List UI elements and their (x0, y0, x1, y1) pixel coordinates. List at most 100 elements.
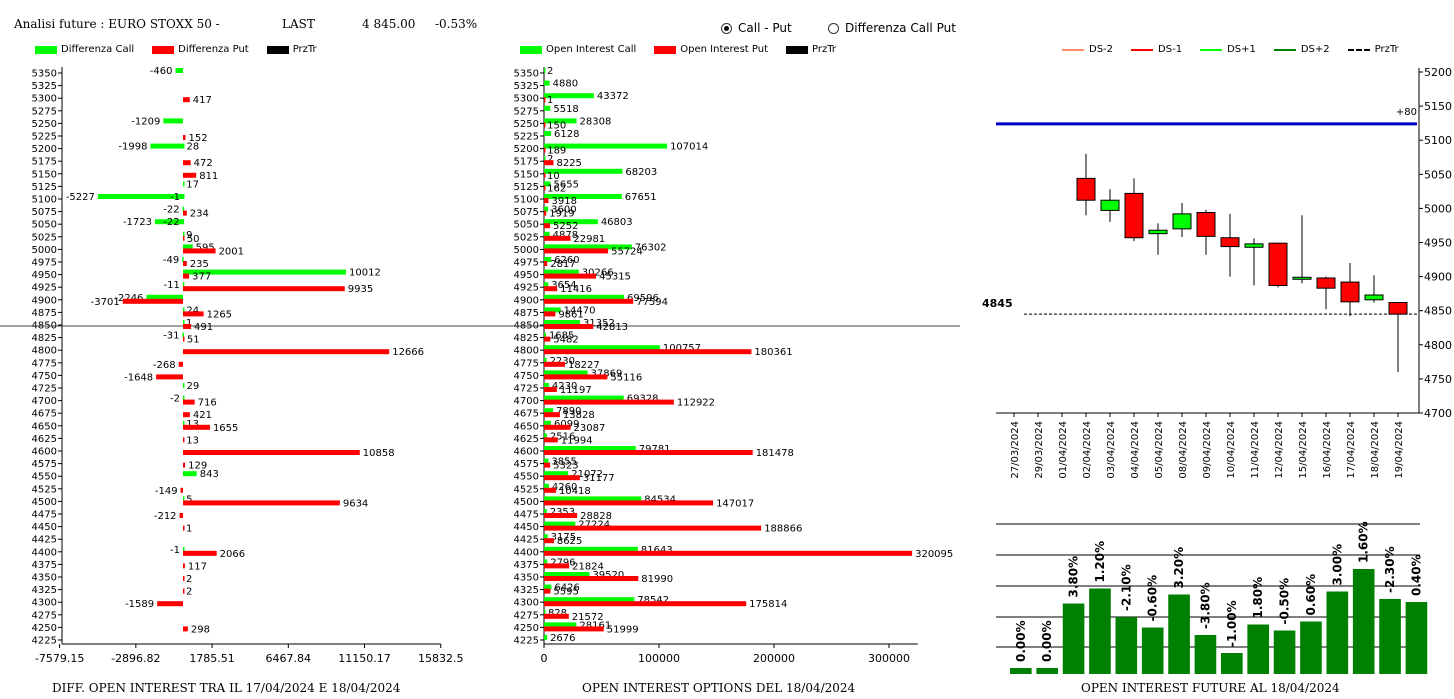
bar-value-label: 21072 (571, 469, 603, 480)
strike-label: 5100 (32, 195, 57, 206)
bar-value-label: 11416 (560, 284, 592, 295)
put-bar (544, 147, 546, 153)
put-bar (183, 172, 197, 178)
put-bar (180, 487, 183, 493)
change-value: -0.53% (435, 17, 478, 31)
bar-value-label: 162 (547, 183, 566, 194)
put-bar (156, 374, 183, 380)
strike-label: 4875 (514, 308, 539, 319)
strike-label: 4675 (32, 409, 57, 420)
put-bar (179, 513, 183, 518)
strike-label: 5075 (514, 207, 539, 218)
x-tick-label: 0 (541, 652, 548, 665)
future-bar-label: 3.80% (1067, 556, 1081, 598)
bar-value-label: 6260 (554, 255, 579, 266)
bar-value-label: 4880 (553, 79, 578, 90)
strike-label: 5325 (514, 81, 539, 92)
call-bar (175, 68, 183, 73)
legend-swatch-red (654, 45, 677, 54)
call-bar (182, 206, 185, 212)
put-bar (183, 273, 190, 279)
bar-value-label: -212 (154, 511, 177, 522)
legend-label: PrzTr (812, 44, 836, 55)
bar-value-label: 6426 (554, 583, 579, 594)
bar-value-label: 21824 (572, 561, 604, 572)
bar-value-label: 22981 (573, 234, 605, 245)
strike-label: 5175 (514, 157, 539, 168)
call-bar (183, 181, 185, 187)
bar-value-label: 28161 (579, 620, 611, 631)
date-label: 02/04/2024 (1082, 421, 1093, 479)
bar-value-label: 150 (547, 120, 566, 131)
call-bar (544, 345, 660, 351)
bar-value-label: 9861 (558, 309, 583, 320)
strike-label: 4575 (32, 459, 57, 470)
strike-label: 4225 (32, 636, 57, 647)
strike-label: 4650 (514, 421, 539, 432)
call-bar (163, 118, 183, 124)
strike-label: 5100 (514, 195, 539, 206)
put-bar (183, 210, 187, 216)
strike-label: 4475 (32, 510, 57, 521)
bar-value-label: 23087 (574, 423, 606, 434)
candle-body (1316, 277, 1336, 289)
put-bar (122, 298, 183, 304)
call-bar (544, 80, 550, 86)
put-bar (544, 487, 556, 493)
radio-diff-call-put-indicator[interactable] (828, 22, 839, 34)
bar-value-label: 6099 (554, 419, 579, 430)
strike-label: 5175 (32, 157, 57, 168)
bar-value-label: 7890 (556, 406, 581, 417)
bar-value-label: 152 (188, 133, 207, 144)
future-bar-label: 3.20% (1172, 547, 1186, 589)
put-bar (544, 626, 604, 632)
bar-value-label: 55724 (611, 246, 643, 257)
bar-value-label: 417 (193, 95, 212, 106)
strike-label: 4625 (32, 434, 57, 445)
call-bar (544, 181, 551, 187)
bar-value-label: 180361 (754, 347, 792, 358)
radio-diff-call-put[interactable]: Differenza Call Put (828, 21, 956, 35)
bar-value-label: 5518 (553, 104, 578, 115)
bar-value-label: 100757 (663, 343, 701, 354)
bar-value-label: 4260 (552, 482, 577, 493)
bar-value-label: -49 (163, 255, 179, 266)
bar-value-label: 10012 (349, 268, 381, 279)
call-bar (544, 521, 576, 527)
future-bar-label: 3.00% (1330, 544, 1344, 586)
legend-oi-chart: Open Interest Call Open Interest Put Prz… (520, 44, 854, 55)
bar-value-label: 1 (547, 95, 553, 106)
put-bar (544, 387, 557, 392)
candle-body (1340, 281, 1360, 303)
call-bar (544, 131, 552, 136)
bar-value-label: 112922 (677, 398, 715, 409)
bar-value-label: 81643 (641, 545, 673, 556)
bar-value-label: 1919 (549, 209, 574, 220)
radio-call-put[interactable]: Call - Put (721, 21, 792, 35)
bar-value-label: 46803 (601, 217, 633, 228)
call-bar (183, 244, 193, 250)
candle-body (1100, 199, 1120, 211)
legend-line-ds-2 (1062, 48, 1084, 51)
bar-value-label: 67651 (625, 192, 657, 203)
put-bar (544, 450, 753, 455)
future-bar-label: -3.80% (1198, 582, 1212, 629)
strike-label: 4325 (32, 585, 57, 596)
strike-label: 4900 (32, 295, 57, 306)
date-label: 19/04/2024 (1394, 421, 1405, 479)
caption-future-chart: OPEN INTEREST FUTURE AL 18/04/2024 (1081, 681, 1340, 695)
call-bar (544, 446, 636, 451)
strike-label: 5025 (32, 232, 57, 243)
call-bar (544, 483, 549, 489)
radio-call-put-indicator[interactable] (721, 22, 732, 34)
call-bar (182, 282, 185, 288)
put-bar (544, 248, 609, 254)
put-bar (183, 160, 191, 166)
legend-label: DS+1 (1227, 44, 1256, 55)
date-label: 16/04/2024 (1322, 421, 1333, 479)
put-bar (544, 235, 571, 241)
bar-value-label: 10 (547, 171, 560, 182)
bar-value-label: 3654 (551, 280, 576, 291)
strike-label: 5150 (32, 169, 57, 180)
call-bar (544, 143, 668, 149)
